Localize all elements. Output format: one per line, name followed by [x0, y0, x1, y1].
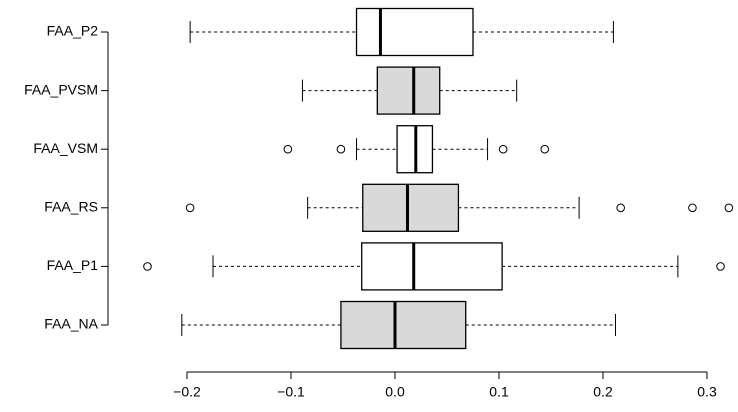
- x-tick-label: −0.2: [173, 384, 201, 400]
- y-tick-label: FAA_PVSM: [24, 81, 98, 97]
- box: [376, 66, 441, 115]
- x-tick-label: 0.2: [593, 384, 613, 400]
- box: [361, 242, 503, 291]
- y-tick-label: FAA_VSM: [33, 140, 98, 156]
- outlier: [143, 262, 152, 271]
- y-tick-label: FAA_NA: [44, 316, 98, 332]
- x-tick-label: 0.3: [697, 384, 717, 400]
- box: [362, 183, 460, 232]
- y-tick-label: FAA_P2: [47, 23, 99, 39]
- y-tick-label: FAA_RS: [44, 199, 98, 215]
- outlier: [716, 262, 725, 271]
- x-tick-label: −0.1: [277, 384, 305, 400]
- outlier: [688, 203, 697, 213]
- outlier: [498, 144, 508, 154]
- outlier: [336, 144, 346, 154]
- outlier: [724, 203, 734, 213]
- outlier: [540, 144, 550, 154]
- x-tick-label: 0.0: [385, 384, 405, 400]
- y-tick-label: FAA_P1: [47, 257, 99, 273]
- box: [340, 300, 467, 350]
- x-tick-label: 0.1: [489, 384, 509, 400]
- outlier: [616, 203, 625, 213]
- outlier: [283, 144, 293, 154]
- box: [355, 7, 474, 57]
- outlier: [185, 203, 195, 213]
